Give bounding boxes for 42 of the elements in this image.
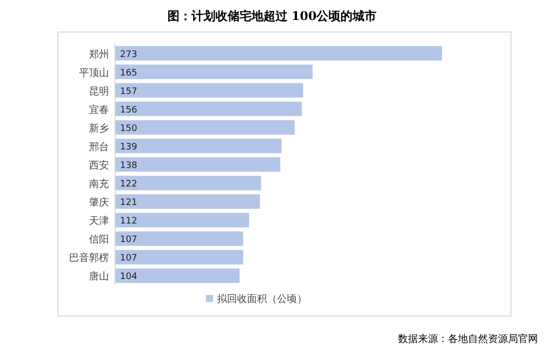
bar [115, 212, 250, 228]
bar [115, 250, 244, 264]
y-tick-label: 西安 [89, 160, 109, 172]
y-tick-label: 平顶山 [79, 66, 109, 79]
legend-label: 拟回收面积（公顷） [217, 293, 307, 305]
bar [115, 120, 295, 135]
source-note: 数据来源：各地自然资源局官网 [398, 333, 538, 345]
data-label: 138 [120, 161, 138, 171]
bar [115, 157, 280, 172]
data-label: 273 [120, 50, 138, 60]
data-label: 157 [120, 86, 138, 97]
data-label: 107 [120, 254, 138, 264]
y-tick-label: 信阳 [89, 234, 109, 246]
data-label: 104 [120, 272, 138, 282]
y-tick-label: 郑州 [89, 48, 109, 60]
bar [115, 83, 304, 98]
chart-title: 图：计划收储宅地超过 100公顷的城市 [167, 9, 377, 23]
data-label: 139 [120, 142, 138, 152]
y-tick-label: 肇庆 [89, 196, 109, 209]
bar [115, 46, 442, 60]
bar [115, 64, 313, 80]
bar [115, 194, 260, 209]
data-label: 112 [120, 216, 138, 227]
bar [115, 138, 282, 154]
y-tick-label: 唐山 [89, 270, 109, 283]
data-label: 165 [120, 68, 138, 78]
y-tick-label: 昆明 [89, 86, 109, 98]
y-tick-label: 宜春 [89, 104, 109, 116]
data-label: 121 [120, 198, 138, 208]
y-tick-label: 邢台 [89, 140, 109, 153]
bar [115, 102, 302, 116]
bar [115, 268, 240, 283]
y-tick-label: 南充 [89, 178, 109, 190]
data-label: 150 [120, 124, 138, 134]
y-tick-label: 巴音郭楞 [69, 252, 109, 264]
data-label: 107 [120, 235, 138, 246]
bar [115, 176, 262, 190]
data-label: 156 [120, 105, 138, 116]
y-tick-label: 新乡 [89, 122, 109, 134]
bar [115, 231, 244, 246]
data-label: 122 [120, 180, 138, 190]
y-tick-label: 天津 [89, 215, 109, 228]
